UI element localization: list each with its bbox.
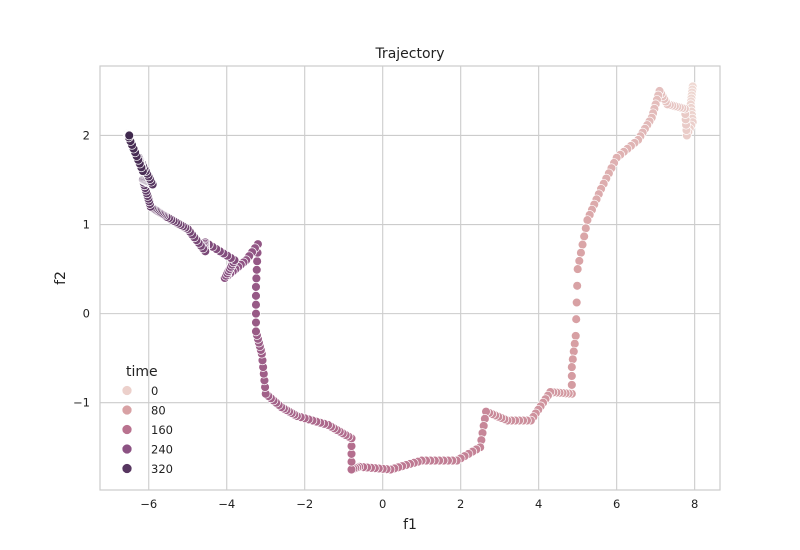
data-point (568, 354, 578, 365)
data-point (570, 331, 581, 341)
legend-label: 0 (151, 384, 158, 398)
y-tick-label: −1 (73, 396, 90, 410)
legend: time 0 80 160 240 320 (121, 364, 173, 476)
data-point (124, 130, 134, 141)
legend-label: 240 (151, 443, 173, 457)
data-point (569, 346, 579, 357)
x-tick-label: 2 (457, 497, 464, 511)
legend-title: time (126, 364, 158, 380)
legend-marker (121, 424, 133, 435)
scatter-points (122, 81, 698, 475)
data-point (574, 256, 585, 266)
legend-label: 80 (151, 404, 166, 418)
y-axis-label: f2 (53, 271, 69, 285)
data-point (567, 380, 577, 390)
legend-marker (121, 385, 133, 396)
data-point (572, 264, 583, 274)
data-point (581, 223, 591, 234)
x-tick-label: −4 (218, 497, 235, 511)
y-tick-label: 1 (83, 218, 90, 232)
x-tick-label: −6 (140, 497, 157, 511)
data-point (251, 326, 261, 337)
legend-marker (121, 404, 133, 416)
data-point (252, 256, 262, 267)
data-point (251, 299, 261, 310)
tick-labels: −6 −4 −2 0 2 4 6 8 −1 0 1 2 (73, 128, 698, 511)
data-point (251, 291, 261, 301)
plot-frame (99, 65, 721, 491)
data-point (577, 239, 588, 250)
x-axis-label: f1 (403, 517, 417, 533)
legend-label: 160 (151, 423, 173, 437)
data-point (571, 297, 582, 308)
x-tick-label: 8 (691, 497, 698, 511)
legend-marker (121, 463, 133, 474)
data-point (251, 308, 261, 319)
legend-marker (121, 443, 133, 455)
data-point (567, 362, 577, 372)
data-point (576, 248, 586, 258)
y-tick-label: 0 (83, 307, 90, 321)
data-point (251, 282, 261, 292)
x-tick-label: 4 (535, 497, 542, 511)
x-tick-label: 0 (379, 497, 386, 511)
data-point (582, 215, 593, 225)
data-point (251, 317, 261, 328)
x-tick-label: −2 (296, 497, 313, 511)
data-point (571, 314, 581, 324)
y-tick-label: 2 (83, 128, 90, 142)
data-point (572, 281, 582, 291)
data-point (251, 273, 262, 284)
data-point (579, 231, 589, 242)
data-point (569, 338, 580, 349)
data-point (567, 371, 577, 381)
data-point (252, 265, 262, 275)
x-tick-label: 6 (613, 497, 620, 511)
chart-title: Trajectory (374, 46, 444, 62)
legend-label: 320 (151, 462, 173, 476)
